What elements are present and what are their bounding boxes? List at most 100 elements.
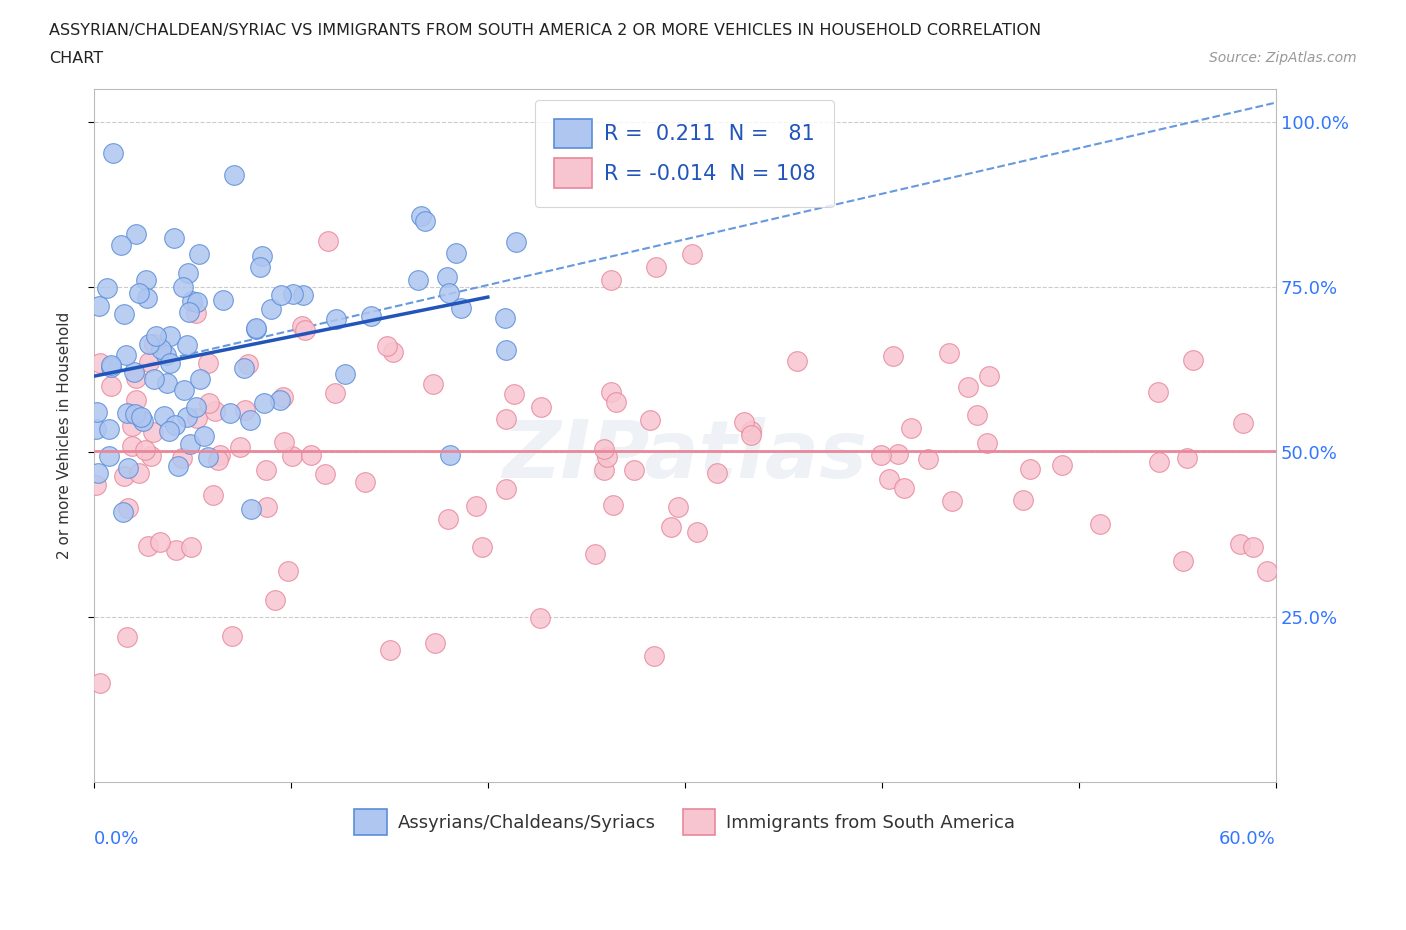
Point xyxy=(1229,537,1251,551)
Point xyxy=(142,337,165,352)
Point xyxy=(436,270,458,285)
Point xyxy=(112,505,135,520)
Point xyxy=(87,299,110,313)
Point xyxy=(681,246,703,261)
Point xyxy=(269,392,291,407)
Point xyxy=(1147,384,1170,399)
Point xyxy=(494,311,516,325)
Point xyxy=(600,272,623,287)
Point xyxy=(142,424,165,439)
Point xyxy=(121,419,143,434)
Point xyxy=(870,448,893,463)
Point xyxy=(733,414,755,429)
Point xyxy=(471,539,494,554)
Point xyxy=(422,377,444,392)
Point xyxy=(893,481,915,496)
Point xyxy=(97,421,120,436)
Point xyxy=(100,357,122,372)
Point xyxy=(423,636,446,651)
Point xyxy=(464,498,486,513)
Point xyxy=(360,309,382,324)
Point xyxy=(184,400,207,415)
Point xyxy=(879,472,901,486)
Point xyxy=(333,366,356,381)
Point xyxy=(938,345,960,360)
Point xyxy=(375,339,398,353)
Point xyxy=(659,520,682,535)
Point xyxy=(179,437,201,452)
Point xyxy=(450,300,472,315)
Point xyxy=(197,355,219,370)
Point xyxy=(437,286,460,300)
Point xyxy=(1182,352,1205,367)
Text: ZIPatlas: ZIPatlas xyxy=(502,418,868,496)
Point xyxy=(138,354,160,369)
Point xyxy=(666,499,689,514)
Point xyxy=(583,546,606,561)
Point xyxy=(354,474,377,489)
Point xyxy=(623,462,645,477)
Point xyxy=(186,411,208,426)
Point xyxy=(125,227,148,242)
Point xyxy=(112,468,135,483)
Point xyxy=(124,365,146,379)
Point xyxy=(117,460,139,475)
Point xyxy=(381,344,404,359)
Point xyxy=(131,414,153,429)
Y-axis label: 2 or more Vehicles in Household: 2 or more Vehicles in Household xyxy=(58,312,72,559)
Point xyxy=(1090,517,1112,532)
Point xyxy=(495,343,517,358)
Point xyxy=(378,643,401,658)
Point xyxy=(900,420,922,435)
Point xyxy=(253,396,276,411)
Point xyxy=(256,499,278,514)
Point xyxy=(254,462,277,477)
Point xyxy=(250,249,273,264)
Point xyxy=(84,477,107,492)
Point xyxy=(159,356,181,371)
Point xyxy=(136,538,159,553)
Point xyxy=(1052,458,1074,472)
Point xyxy=(117,405,139,420)
Point xyxy=(882,349,904,364)
Point xyxy=(323,385,346,400)
Point xyxy=(219,405,242,420)
Point xyxy=(686,525,709,539)
Point xyxy=(239,501,262,516)
Text: 0.0%: 0.0% xyxy=(94,830,139,848)
Point xyxy=(786,353,808,368)
Point xyxy=(917,451,939,466)
Point xyxy=(976,436,998,451)
Point xyxy=(159,328,181,343)
Point xyxy=(86,405,108,419)
Point xyxy=(128,286,150,300)
Point xyxy=(143,371,166,386)
Point xyxy=(502,387,524,402)
Point xyxy=(112,307,135,322)
Point xyxy=(96,280,118,295)
Point xyxy=(84,422,107,437)
Point xyxy=(260,301,283,316)
Legend: Assyrians/Chaldeans/Syriacs, Immigrants from South America: Assyrians/Chaldeans/Syriacs, Immigrants … xyxy=(347,802,1022,842)
Point xyxy=(229,439,252,454)
Point xyxy=(186,306,208,321)
Point xyxy=(740,428,762,443)
Point xyxy=(176,410,198,425)
Point xyxy=(593,442,616,457)
Point xyxy=(1173,554,1195,569)
Point xyxy=(596,449,619,464)
Point xyxy=(187,246,209,261)
Point xyxy=(211,292,233,307)
Point xyxy=(294,323,316,338)
Point xyxy=(222,167,245,182)
Point xyxy=(239,412,262,427)
Point xyxy=(166,542,188,557)
Point xyxy=(165,418,187,432)
Point xyxy=(437,512,460,526)
Point xyxy=(602,498,624,512)
Point xyxy=(886,446,908,461)
Point xyxy=(135,272,157,287)
Point xyxy=(207,452,229,467)
Point xyxy=(271,390,294,405)
Point xyxy=(1175,450,1198,465)
